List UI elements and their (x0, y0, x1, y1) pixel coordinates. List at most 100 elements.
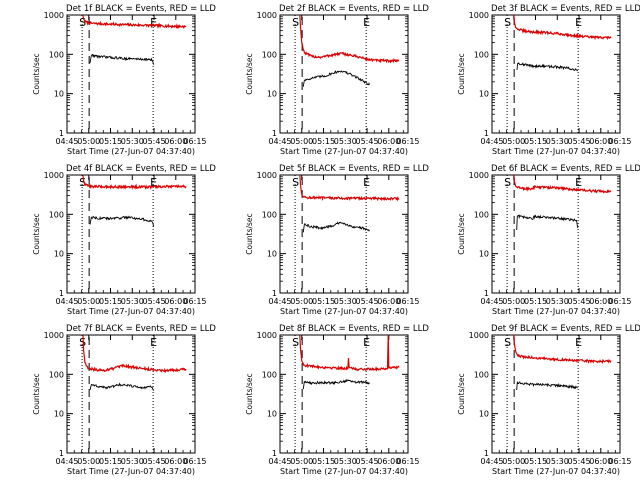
plot-frame (279, 334, 409, 454)
x-tick-label: 05:45 (143, 297, 166, 306)
y-tick-label: 1 (59, 129, 64, 138)
y-tick-label: 100 (474, 210, 489, 219)
y-axis-label: Counts/sec (457, 53, 466, 94)
panel-title: Det 6f BLACK = Events, RED = LLD (491, 164, 640, 174)
y-tick-label: 10 (479, 250, 489, 259)
end-marker-label: E (363, 336, 370, 349)
plot-frame (491, 334, 621, 454)
x-tick-label: 04:45 (268, 457, 291, 466)
end-marker-label: E (150, 336, 157, 349)
x-tick-label: 05:30 (334, 137, 357, 146)
x-axis-label: Start Time (27-Jun-07 04:37:40) (280, 307, 408, 316)
x-tick-label: 06:15 (608, 297, 631, 306)
x-tick-label: 04:45 (268, 137, 291, 146)
detector-panel: Det 5f BLACK = Events, RED = LLD 1 10 100 10… (245, 164, 429, 316)
x-tick-label: 04:45 (480, 297, 503, 306)
detector-panel: Det 1f BLACK = Events, RED = LLD 1 10 100 10… (32, 4, 216, 156)
lld-trace (82, 15, 187, 30)
y-tick-label: 1000 (257, 171, 277, 180)
x-tick-label: 06:15 (396, 457, 419, 466)
x-tick-label: 05:15 (524, 457, 547, 466)
end-marker-label: E (150, 176, 157, 189)
y-tick-label: 1 (59, 289, 64, 298)
x-tick-label: 06:00 (377, 457, 400, 466)
plot-frame (279, 14, 409, 134)
y-tick-label: 100 (49, 370, 64, 379)
panel-title: Det 1f BLACK = Events, RED = LLD (66, 4, 216, 14)
panel-title: Det 7f BLACK = Events, RED = LLD (66, 324, 216, 334)
x-tick-label: 05:00 (77, 137, 100, 146)
end-marker-label: E (575, 336, 582, 349)
x-tick-label: 05:00 (502, 457, 525, 466)
x-tick-label: 05:30 (121, 297, 144, 306)
x-tick-label: 05:15 (312, 297, 335, 306)
x-tick-label: 06:15 (183, 457, 206, 466)
x-tick-label: 06:15 (608, 137, 631, 146)
x-tick-label: 06:00 (377, 297, 400, 306)
events-trace (516, 214, 579, 231)
y-tick-label: 10 (267, 90, 277, 99)
detector-panel: Det 9f BLACK = Events, RED = LLD 1 10 100 10… (457, 324, 640, 476)
events-trace (302, 70, 371, 87)
x-tick-label: 05:15 (99, 457, 122, 466)
y-tick-label: 1000 (44, 11, 64, 20)
end-marker-label: E (363, 176, 370, 189)
y-tick-label: 100 (49, 210, 64, 219)
x-tick-label: 04:45 (55, 137, 78, 146)
events-trace (89, 215, 155, 227)
start-marker-label: S (504, 176, 511, 189)
detector-panel: Det 6f BLACK = Events, RED = LLD 1 10 100 10… (457, 164, 640, 316)
x-tick-label: 05:15 (99, 137, 122, 146)
x-tick-label: 05:00 (77, 297, 100, 306)
x-tick-label: 05:15 (524, 137, 547, 146)
x-axis-label: Start Time (27-Jun-07 04:37:40) (67, 307, 195, 316)
lld-trace (82, 335, 187, 374)
y-tick-label: 1000 (44, 331, 64, 340)
start-marker-label: S (79, 176, 86, 189)
lld-trace (513, 175, 612, 194)
y-axis-label: Counts/sec (32, 53, 41, 94)
detector-panel: Det 2f BLACK = Events, RED = LLD 1 10 100 10… (245, 4, 429, 156)
end-marker-label: E (150, 16, 157, 29)
y-tick-label: 10 (479, 410, 489, 419)
x-tick-label: 05:30 (334, 297, 357, 306)
x-axis-label: Start Time (27-Jun-07 04:37:40) (67, 467, 195, 476)
y-tick-label: 100 (262, 50, 277, 59)
x-tick-label: 05:30 (546, 137, 569, 146)
x-tick-label: 06:15 (183, 137, 206, 146)
events-trace (516, 62, 579, 72)
x-tick-label: 06:00 (377, 137, 400, 146)
x-tick-label: 06:00 (164, 297, 187, 306)
y-tick-label: 1 (272, 449, 277, 458)
x-tick-label: 05:15 (312, 457, 335, 466)
detector-panel: Det 8f BLACK = Events, RED = LLD 1 10 100 10… (245, 324, 429, 476)
y-tick-label: 1 (484, 289, 489, 298)
x-tick-label: 04:45 (55, 297, 78, 306)
y-tick-label: 100 (474, 370, 489, 379)
x-tick-label: 05:00 (290, 137, 313, 146)
x-tick-label: 06:15 (396, 297, 419, 306)
events-trace (302, 221, 370, 233)
x-tick-label: 04:45 (55, 457, 78, 466)
x-tick-label: 06:15 (608, 457, 631, 466)
x-tick-label: 05:45 (356, 297, 379, 306)
x-tick-label: 06:00 (589, 457, 612, 466)
x-tick-label: 05:00 (502, 297, 525, 306)
y-tick-label: 1 (272, 289, 277, 298)
y-axis-label: Counts/sec (457, 213, 466, 254)
y-tick-label: 1 (484, 449, 489, 458)
plot-frame (66, 334, 196, 454)
plot-frame (66, 14, 196, 134)
y-tick-label: 10 (54, 90, 64, 99)
x-tick-label: 05:30 (121, 137, 144, 146)
events-trace (516, 380, 579, 391)
y-tick-label: 10 (479, 90, 489, 99)
x-tick-label: 05:00 (290, 297, 313, 306)
y-axis-label: Counts/sec (245, 213, 254, 254)
y-tick-label: 1000 (469, 11, 489, 20)
x-tick-label: 05:45 (143, 137, 166, 146)
y-tick-label: 1000 (44, 171, 64, 180)
y-tick-label: 100 (262, 370, 277, 379)
y-tick-label: 1000 (257, 11, 277, 20)
x-tick-label: 04:45 (480, 457, 503, 466)
